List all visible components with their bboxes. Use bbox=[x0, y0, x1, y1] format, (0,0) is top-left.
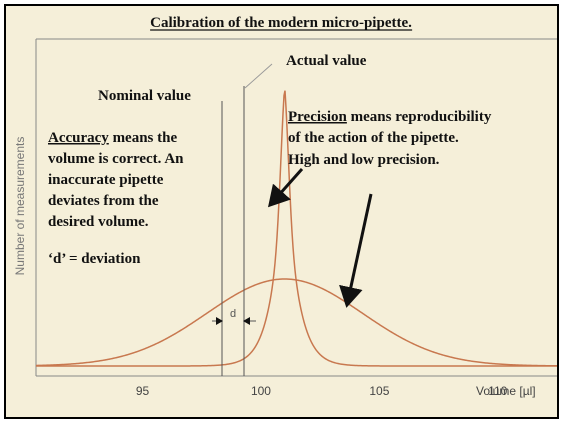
diagram-frame: Calibration of the modern micro-pipette.… bbox=[4, 4, 559, 419]
x-tick-labels: 95 100 105 110 bbox=[136, 384, 508, 398]
precision-line-1: Precision means reproducibility bbox=[288, 109, 492, 125]
nominal-value-label: Nominal value bbox=[98, 88, 191, 104]
precision-arrow-wide bbox=[339, 193, 373, 308]
x-tick-label-100: 100 bbox=[251, 384, 271, 398]
x-axis-label: Volume [µl] bbox=[476, 384, 536, 398]
precision-note: Precision means reproducibility of the a… bbox=[288, 109, 492, 168]
actual-value-label: Actual value bbox=[286, 53, 367, 69]
diagram-title: Calibration of the modern micro-pipette. bbox=[150, 15, 412, 31]
deviation-note: ‘d’ = deviation bbox=[48, 251, 141, 267]
accuracy-line-4: deviates from the bbox=[48, 193, 159, 209]
wide-distribution-curve bbox=[35, 278, 557, 367]
x-tick-label-105: 105 bbox=[369, 384, 389, 398]
precision-line-2: of the action of the pipette. bbox=[288, 130, 459, 146]
narrow-distribution-curve bbox=[36, 90, 557, 367]
actual-value-leader bbox=[244, 63, 273, 89]
accuracy-note: Accuracy means the volume is correct. An… bbox=[48, 130, 184, 267]
curves bbox=[35, 90, 557, 367]
y-axis-label: Number of measurements bbox=[13, 137, 27, 276]
accuracy-line-5: desired volume. bbox=[48, 214, 149, 230]
precision-arrow-narrow bbox=[268, 168, 304, 208]
d-label: d bbox=[230, 308, 236, 320]
calibration-diagram: Calibration of the modern micro-pipette.… bbox=[13, 15, 557, 398]
accuracy-line-1: Accuracy means the bbox=[48, 130, 177, 146]
accuracy-line-2: volume is correct. An bbox=[48, 151, 184, 167]
precision-line-3: High and low precision. bbox=[288, 152, 440, 168]
x-tick-label-95: 95 bbox=[136, 384, 150, 398]
x-tick-label-110: 110 bbox=[488, 384, 507, 398]
accuracy-line-3: inaccurate pipette bbox=[48, 172, 164, 188]
